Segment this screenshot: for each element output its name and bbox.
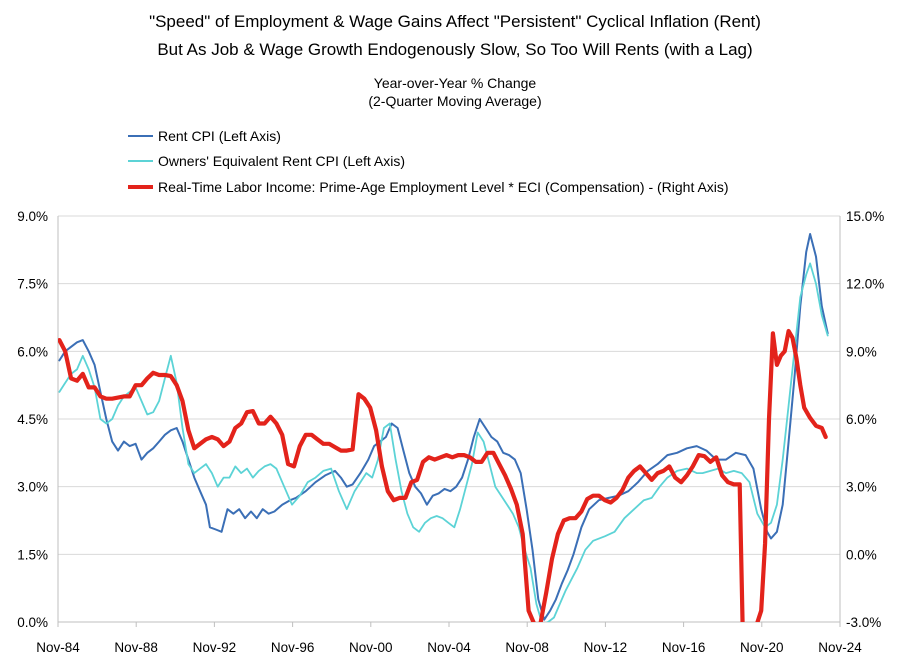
- x-tick-label: Nov-20: [740, 640, 784, 655]
- y-left-tick-label: 6.0%: [17, 344, 48, 359]
- x-tick-label: Nov-84: [36, 640, 80, 655]
- series-lines: [58, 233, 829, 622]
- y-axis-right-ticks: -3.0% 0.0% 3.0% 6.0% 9.0% 12.0% 15.0%: [846, 209, 884, 630]
- y-right-tick-label: 6.0%: [846, 412, 877, 427]
- x-tick-label: Nov-88: [114, 640, 158, 655]
- chart-title: "Speed" of Employment & Wage Gains Affec…: [149, 12, 761, 31]
- y-left-tick-label: 0.0%: [17, 615, 48, 630]
- y-right-tick-label: 0.0%: [846, 547, 877, 562]
- x-tick-label: Nov-24: [818, 640, 862, 655]
- legend-label-rent-cpi: Rent CPI (Left Axis): [158, 128, 281, 144]
- series-line-oer-cpi: [58, 262, 829, 622]
- legend-label-oer-cpi: Owners' Equivalent Rent CPI (Left Axis): [158, 153, 405, 169]
- x-tick-label: Nov-96: [271, 640, 315, 655]
- x-tick-label: Nov-92: [193, 640, 237, 655]
- series-line-labor-income: [58, 328, 828, 622]
- x-tick-label: Nov-04: [427, 640, 471, 655]
- y-right-tick-label: 15.0%: [846, 209, 884, 224]
- y-right-tick-label: 9.0%: [846, 344, 877, 359]
- gridlines: [58, 215, 840, 555]
- chart-note-line1: Year-over-Year % Change: [374, 75, 537, 91]
- y-right-tick-label: 12.0%: [846, 277, 884, 292]
- x-tick-label: Nov-00: [349, 640, 393, 655]
- y-left-tick-label: 3.0%: [17, 480, 48, 495]
- y-left-tick-label: 7.5%: [17, 277, 48, 292]
- x-axis-ticks: Nov-84 Nov-88 Nov-92 Nov-96 Nov-00 Nov-04 Nov-…: [36, 622, 862, 655]
- legend: Rent CPI (Left Axis) Owners' Equivalent …: [128, 128, 729, 195]
- y-left-tick-label: 9.0%: [17, 209, 48, 224]
- y-right-tick-label: -3.0%: [846, 615, 881, 630]
- y-right-tick-label: 3.0%: [846, 480, 877, 495]
- x-tick-label: Nov-08: [505, 640, 549, 655]
- y-left-tick-label: 1.5%: [17, 547, 48, 562]
- chart-note-line2: (2-Quarter Moving Average): [368, 93, 541, 109]
- chart-subtitle: But As Job & Wage Growth Endogenously Sl…: [157, 40, 752, 59]
- y-left-tick-label: 4.5%: [17, 412, 48, 427]
- x-tick-label: Nov-12: [584, 640, 628, 655]
- legend-label-labor-income: Real-Time Labor Income: Prime-Age Employ…: [158, 179, 729, 195]
- series-line-rent-cpi: [58, 233, 829, 621]
- x-tick-label: Nov-16: [662, 640, 706, 655]
- y-axis-left-ticks: 0.0% 1.5% 3.0% 4.5% 6.0% 7.5% 9.0%: [17, 209, 48, 630]
